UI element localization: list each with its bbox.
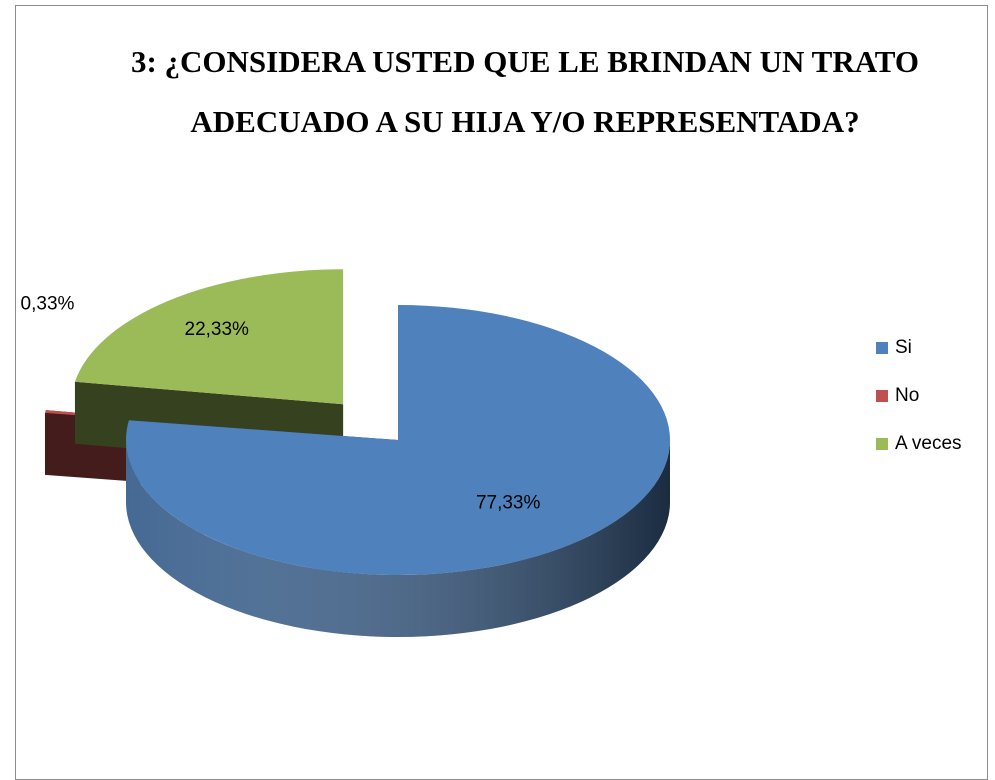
legend-label: No: [895, 385, 919, 406]
legend-label: Si: [895, 337, 912, 358]
data-label: 77,33%: [476, 492, 541, 513]
chart-title: 3: ¿CONSIDERA USTED QUE LE BRINDAN UN TR…: [130, 44, 920, 139]
legend-swatch: [876, 390, 888, 402]
pie-slice: [126, 305, 671, 637]
legend-swatch: [876, 438, 888, 450]
legend-swatch: [876, 342, 888, 354]
slice-outer-wall-shade: [126, 440, 670, 637]
data-label: 0,33%: [21, 293, 75, 314]
slice-top: [74, 269, 344, 405]
legend-label: A veces: [895, 433, 962, 454]
slice-top: [126, 305, 671, 575]
data-label: 22,33%: [185, 319, 250, 340]
